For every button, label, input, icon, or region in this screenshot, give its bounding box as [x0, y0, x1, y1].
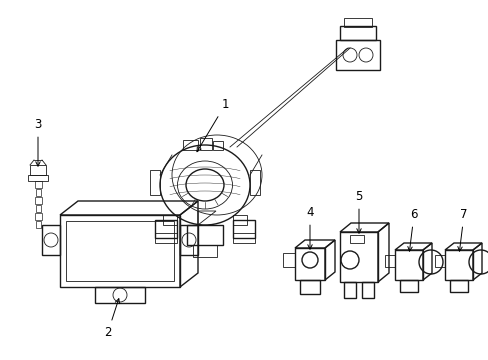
Text: 3: 3 [34, 118, 41, 166]
Bar [349, 235, 363, 243]
Text: 7: 7 [457, 208, 467, 251]
Bar [283, 253, 294, 267]
Bar [249, 170, 260, 195]
Bar [35, 181, 42, 188]
Bar [343, 18, 371, 27]
Text: 2: 2 [104, 299, 119, 338]
Bar [66, 221, 174, 281]
Bar [28, 175, 48, 181]
Bar [30, 165, 46, 175]
Bar [155, 220, 177, 238]
Bar [213, 141, 223, 150]
Bar [150, 170, 160, 195]
Text: 4: 4 [305, 207, 313, 249]
Bar [232, 233, 254, 243]
Bar [155, 233, 177, 243]
Bar [399, 280, 417, 292]
Bar [434, 255, 444, 267]
Bar [361, 282, 373, 298]
Bar [163, 215, 177, 225]
Text: 5: 5 [355, 190, 362, 233]
Bar [95, 287, 145, 303]
Bar [35, 197, 42, 204]
Bar [232, 215, 246, 225]
Bar [294, 248, 325, 280]
Bar [193, 245, 217, 257]
Bar [299, 280, 319, 294]
Bar [339, 26, 375, 40]
Text: 6: 6 [407, 208, 417, 251]
Bar [449, 280, 467, 292]
Bar [232, 220, 254, 238]
Text: 1: 1 [197, 99, 228, 152]
Bar [183, 140, 198, 150]
Bar [60, 215, 180, 287]
Bar [36, 221, 41, 228]
Bar [35, 213, 42, 220]
Bar [384, 255, 394, 267]
Bar [186, 225, 223, 245]
Bar [394, 250, 422, 280]
Bar [343, 282, 355, 298]
Bar [444, 250, 472, 280]
Bar [335, 40, 379, 70]
Bar [200, 138, 212, 150]
Bar [36, 189, 41, 196]
Bar [36, 205, 41, 212]
Bar [339, 232, 377, 282]
